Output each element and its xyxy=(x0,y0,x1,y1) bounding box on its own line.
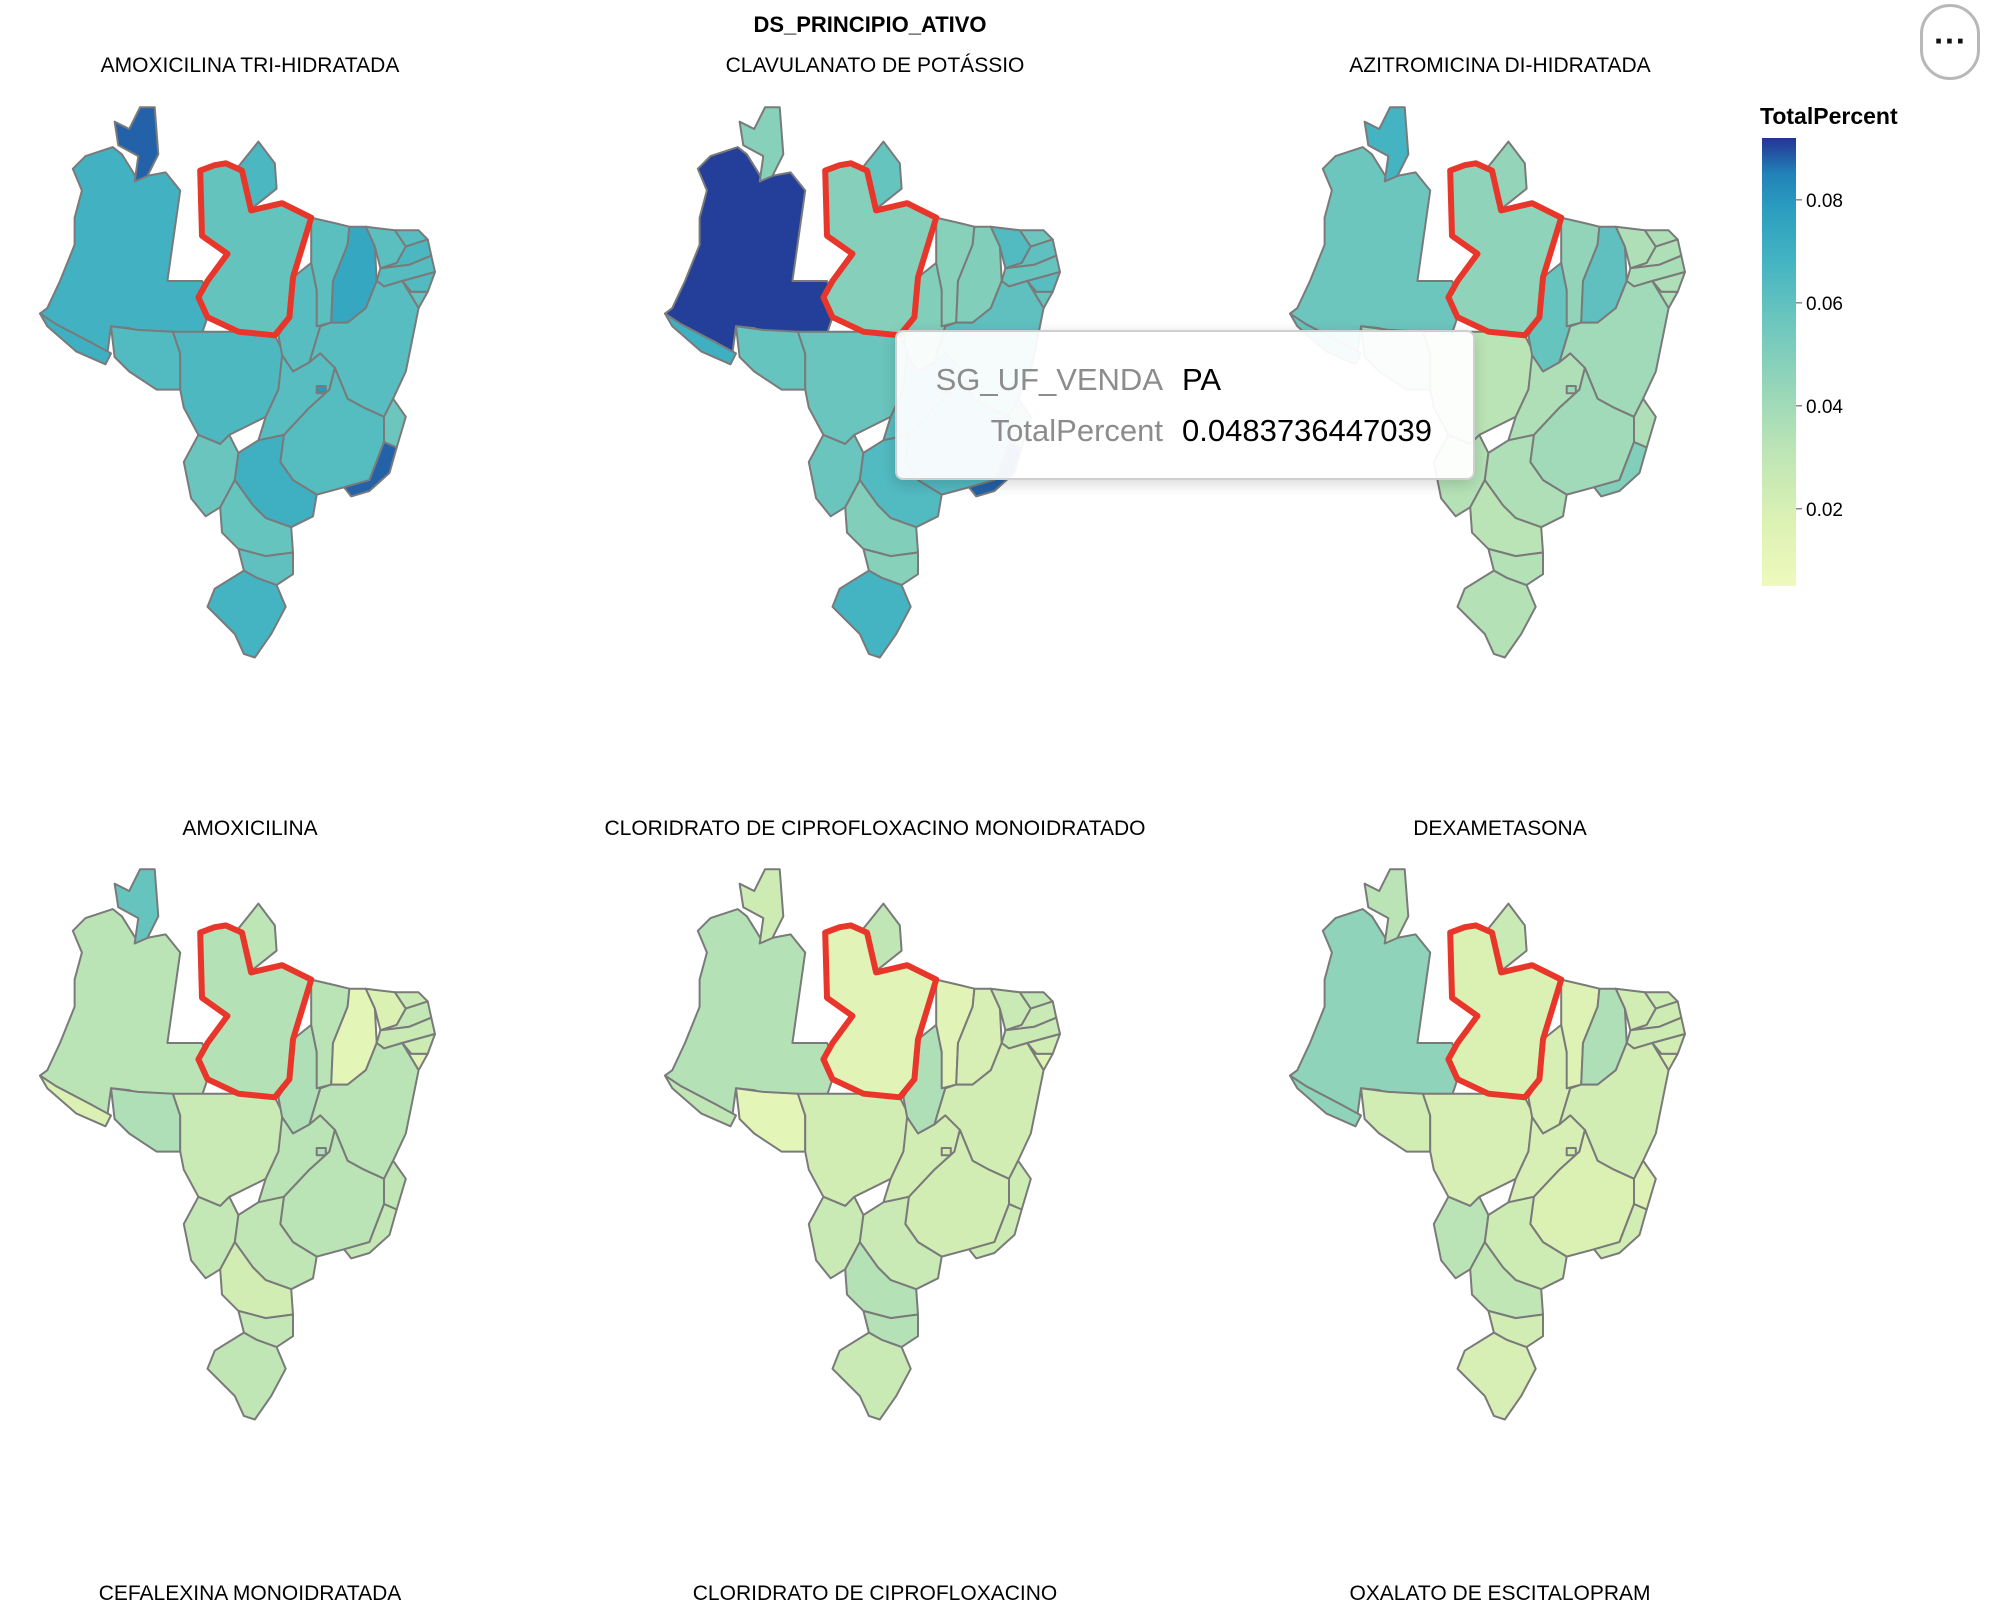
tooltip-row-percent: TotalPercent 0.0483736447039 xyxy=(897,413,1473,453)
state-ac[interactable] xyxy=(39,312,112,366)
highlighted-state-pa[interactable] xyxy=(820,922,940,1101)
state-rr[interactable] xyxy=(1363,868,1410,945)
state-rj[interactable] xyxy=(1593,441,1648,498)
facet-panels: AMOXICILINA TRI-HIDRATADA CLAVULANATO DE … xyxy=(39,54,1686,1605)
state-rj[interactable] xyxy=(343,1203,398,1260)
state-rr[interactable] xyxy=(113,868,160,945)
state-pr[interactable] xyxy=(219,1241,294,1320)
legend-tick-label: 0.06 xyxy=(1806,294,1843,315)
highlighted-state-pa[interactable] xyxy=(1445,922,1565,1101)
state-es[interactable] xyxy=(1008,1159,1032,1211)
state-rj[interactable] xyxy=(343,441,398,498)
tooltip-row-state: SG_UF_VENDA PA xyxy=(897,362,1473,402)
highlighted-state-pa[interactable] xyxy=(195,922,315,1101)
state-rs[interactable] xyxy=(1456,1331,1537,1421)
facet-panel-7: CEFALEXINA MONOIDRATADA xyxy=(99,1582,402,1605)
legend-gradient-bar xyxy=(1762,138,1796,586)
panel-title: OXALATO DE ESCITALOPRAM xyxy=(1349,1582,1650,1605)
tooltip-key-percent: TotalPercent xyxy=(990,413,1163,448)
state-ro[interactable] xyxy=(110,325,182,391)
state-rs[interactable] xyxy=(1456,569,1537,659)
facet-panel-4: AMOXICILINA xyxy=(39,817,436,1421)
state-rs[interactable] xyxy=(206,1331,287,1421)
highlighted-state-pa[interactable] xyxy=(195,160,315,339)
panel-title: AZITROMICINA DI-HIDRATADA xyxy=(1349,54,1650,77)
state-ro[interactable] xyxy=(1360,1087,1432,1153)
state-ac[interactable] xyxy=(1289,1074,1362,1128)
state-rr[interactable] xyxy=(1363,106,1410,183)
state-pr[interactable] xyxy=(1469,1241,1544,1320)
state-es[interactable] xyxy=(1633,397,1657,449)
ellipsis-icon: ··· xyxy=(1933,27,1967,57)
panel-title: DEXAMETASONA xyxy=(1413,817,1586,840)
tooltip-value-percent: 0.0483736447039 xyxy=(1182,413,1432,448)
state-df[interactable] xyxy=(315,385,327,395)
state-df[interactable] xyxy=(315,1147,327,1157)
facet-panel-6: DEXAMETASONA xyxy=(1289,817,1686,1421)
facet-panel-1: AMOXICILINA TRI-HIDRATADA xyxy=(39,54,436,659)
panel-title: AMOXICILINA xyxy=(182,817,317,840)
tooltip-key-state: SG_UF_VENDA xyxy=(935,362,1163,397)
panel-title: CEFALEXINA MONOIDRATADA xyxy=(99,1582,402,1605)
state-rs[interactable] xyxy=(831,1331,912,1421)
hover-tooltip: SG_UF_VENDA PA TotalPercent 0.0483736447… xyxy=(895,330,1475,480)
facet-header: DS_PRINCIPIO_ATIVO xyxy=(753,12,986,37)
state-rr[interactable] xyxy=(113,106,160,183)
facet-panel-5: CLORIDRATO DE CIPROFLOXACINO MONOIDRATAD… xyxy=(605,817,1146,1421)
state-rj[interactable] xyxy=(1593,1203,1648,1260)
state-rs[interactable] xyxy=(206,569,287,659)
state-df[interactable] xyxy=(940,1147,952,1157)
state-es[interactable] xyxy=(383,1159,407,1211)
actions-menu-button[interactable]: ··· xyxy=(1920,4,1980,80)
state-am[interactable] xyxy=(664,908,845,1117)
panel-title: CLORIDRATO DE CIPROFLOXACINO xyxy=(693,1582,1057,1605)
state-ac[interactable] xyxy=(664,1074,737,1128)
state-es[interactable] xyxy=(1633,1159,1657,1211)
panel-title: AMOXICILINA TRI-HIDRATADA xyxy=(101,54,400,77)
state-rj[interactable] xyxy=(968,1203,1023,1260)
state-ro[interactable] xyxy=(110,1087,182,1153)
state-rr[interactable] xyxy=(738,106,785,183)
state-am[interactable] xyxy=(39,146,220,355)
state-pr[interactable] xyxy=(844,1241,919,1320)
panel-title: CLAVULANATO DE POTÁSSIO xyxy=(726,54,1025,77)
facet-panel-8: CLORIDRATO DE CIPROFLOXACINO xyxy=(693,1582,1057,1605)
state-pr[interactable] xyxy=(219,479,294,558)
facet-panel-9: OXALATO DE ESCITALOPRAM xyxy=(1349,1582,1650,1605)
legend-tick-label: 0.04 xyxy=(1806,397,1843,418)
legend-tick-label: 0.08 xyxy=(1806,191,1843,212)
state-am[interactable] xyxy=(1289,146,1470,355)
state-df[interactable] xyxy=(1565,385,1577,395)
highlighted-state-pa[interactable] xyxy=(820,160,940,339)
tooltip-value-state: PA xyxy=(1182,362,1222,397)
panel-title: CLORIDRATO DE CIPROFLOXACINO MONOIDRATAD… xyxy=(605,817,1146,840)
state-am[interactable] xyxy=(664,146,845,355)
legend-title: TotalPercent xyxy=(1760,103,1898,129)
state-pr[interactable] xyxy=(844,479,919,558)
state-ro[interactable] xyxy=(735,325,807,391)
state-df[interactable] xyxy=(1565,1147,1577,1157)
state-ac[interactable] xyxy=(39,1074,112,1128)
state-rr[interactable] xyxy=(738,868,785,945)
state-ac[interactable] xyxy=(664,312,737,366)
state-am[interactable] xyxy=(1289,908,1470,1117)
state-es[interactable] xyxy=(383,397,407,449)
state-pr[interactable] xyxy=(1469,479,1544,558)
state-ro[interactable] xyxy=(735,1087,807,1153)
color-legend: TotalPercent 0.08 0.06 0.04 0.02 xyxy=(1760,103,1898,586)
state-rs[interactable] xyxy=(831,569,912,659)
legend-tick-label: 0.02 xyxy=(1806,500,1843,521)
state-am[interactable] xyxy=(39,908,220,1117)
highlighted-state-pa[interactable] xyxy=(1445,160,1565,339)
